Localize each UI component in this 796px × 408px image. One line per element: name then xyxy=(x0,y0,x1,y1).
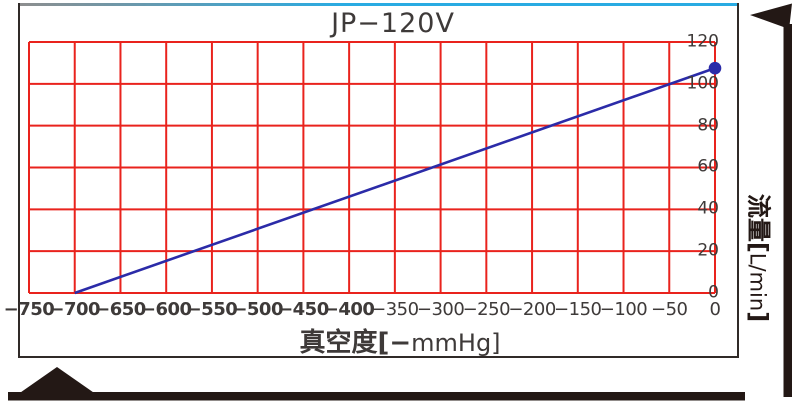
x-tick-label: −450 xyxy=(278,299,329,320)
x-tick-label: −50 xyxy=(651,299,688,320)
x-axis-arrowhead-icon xyxy=(9,367,105,401)
y-axis-arrow xyxy=(750,3,792,397)
x-tick-label: −200 xyxy=(508,299,556,320)
x-tick-label: 0 xyxy=(709,299,721,320)
y-axis-label: 流量[L/min] xyxy=(744,194,779,322)
x-tick-label: −600 xyxy=(140,299,192,320)
x-axis-arrow xyxy=(8,367,745,401)
grid-lines xyxy=(28,41,716,294)
y-tick-label: 120 xyxy=(686,31,719,52)
y-tick-label: 40 xyxy=(697,198,719,219)
x-axis-arrow-shaft xyxy=(8,392,745,401)
y-tick-label: 20 xyxy=(697,240,719,261)
y-axis-arrow-shaft xyxy=(783,24,792,397)
chart-title: JP−120V xyxy=(331,8,455,39)
x-tick-label: −100 xyxy=(599,299,648,320)
y-tick-label: 60 xyxy=(697,156,719,177)
x-tick-label: −500 xyxy=(232,299,283,320)
x-tick-label: −650 xyxy=(95,299,146,320)
plot-border-top-gradient xyxy=(18,3,739,6)
x-tick-label: −750 xyxy=(3,299,55,320)
x-tick-label: −300 xyxy=(416,299,465,320)
x-tick-label: −150 xyxy=(554,299,602,320)
x-tick-label: −700 xyxy=(49,299,101,320)
y-axis-label-close-bracket: ] xyxy=(744,311,773,323)
performance-curve xyxy=(74,66,716,295)
x-tick-label: −400 xyxy=(323,299,375,320)
y-tick-label: 0 xyxy=(708,282,719,303)
curve-endpoint-marker xyxy=(708,61,722,75)
y-axis-label-units: L/min xyxy=(745,252,770,312)
x-axis-label: 真空度[−mmHg] xyxy=(299,322,500,359)
y-axis-arrowhead-icon xyxy=(750,3,792,30)
y-axis-label-bold: 流量[ xyxy=(744,193,773,253)
x-tick-label: −350 xyxy=(371,299,419,320)
x-tick-label: −550 xyxy=(186,299,238,320)
x-tick-label: −250 xyxy=(462,299,511,320)
x-axis-label-units: mmHg] xyxy=(411,329,501,357)
x-axis-label-bold: 真空度[− xyxy=(299,328,412,358)
y-tick-label: 100 xyxy=(686,73,719,94)
y-tick-label: 80 xyxy=(697,115,719,136)
